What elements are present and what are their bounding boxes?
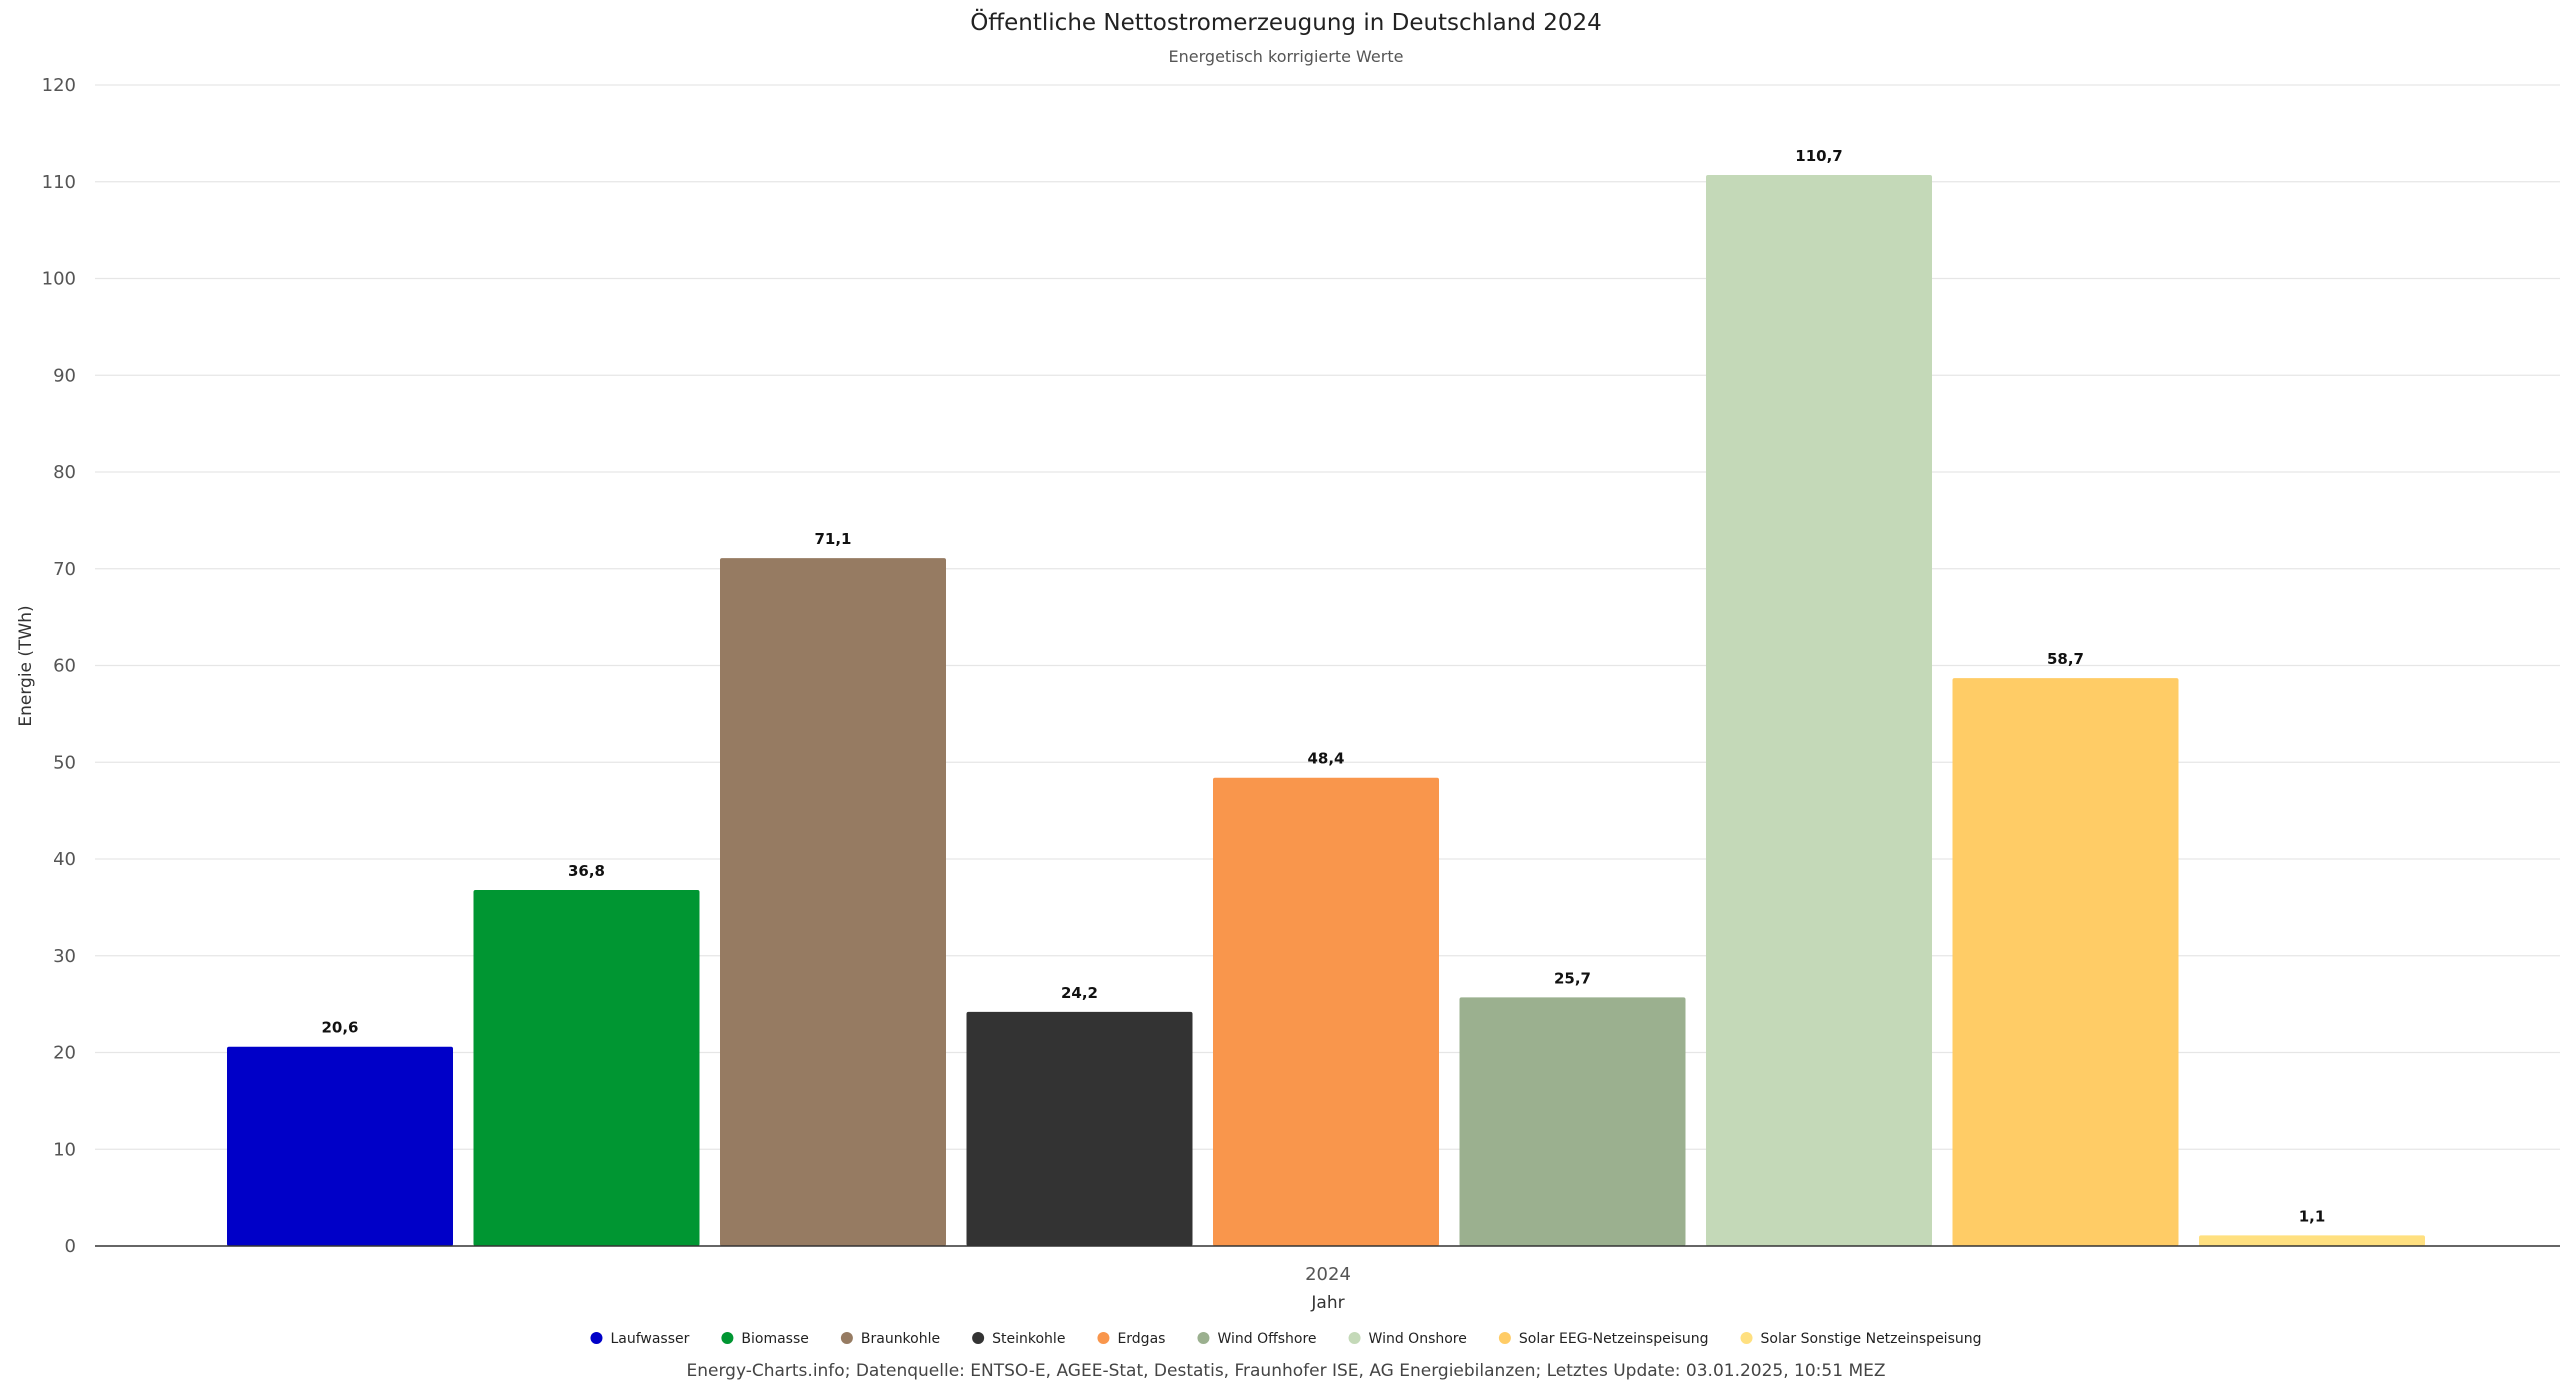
legend-item[interactable]: Wind Onshore	[1348, 1331, 1467, 1347]
data-label: 1,1	[2299, 1207, 2326, 1225]
bar-biomasse[interactable]	[473, 889, 700, 1246]
legend-item[interactable]: Steinkohle	[972, 1331, 1065, 1347]
y-tick-label: 40	[53, 849, 76, 870]
data-label: 36,8	[568, 862, 605, 880]
y-tick-label: 0	[65, 1236, 76, 1257]
legend-item[interactable]: Wind Offshore	[1197, 1331, 1317, 1347]
y-tick-label: 100	[42, 269, 76, 290]
bar-erdgas[interactable]	[1213, 777, 1439, 1246]
legend-item[interactable]: Laufwasser	[590, 1331, 690, 1347]
legend-marker	[1097, 1332, 1110, 1344]
bar-steinkohle[interactable]	[966, 1011, 1193, 1246]
legend-label: Solar Sonstige Netzeinspeisung	[1761, 1331, 1982, 1347]
legend-label: Wind Onshore	[1369, 1331, 1467, 1347]
legend-marker	[1498, 1332, 1511, 1344]
legend-label: Wind Offshore	[1217, 1331, 1316, 1347]
bar-solar-sonstige-netzeinspeisung[interactable]	[2199, 1235, 2425, 1246]
y-tick-label: 80	[53, 462, 76, 483]
legend-label: Solar EEG-Netzeinspeisung	[1519, 1331, 1709, 1347]
data-label: 48,4	[1307, 750, 1344, 768]
y-tick-label: 10	[53, 1139, 76, 1160]
bar-wind-offshore[interactable]	[1459, 997, 1686, 1246]
legend-item[interactable]: Solar EEG-Netzeinspeisung	[1498, 1331, 1709, 1347]
bar-laufwasser[interactable]	[227, 1046, 453, 1246]
y-tick-label: 20	[53, 1043, 76, 1064]
legend: Laufwasser Biomasse Braunkohle Steinkohle Er…	[590, 1331, 1982, 1347]
legend-marker	[1197, 1332, 1210, 1344]
legend-label: Laufwasser	[610, 1331, 689, 1347]
data-label: 25,7	[1554, 969, 1591, 987]
legend-item[interactable]: Braunkohle	[840, 1331, 940, 1347]
y-axis-ticks: 0 10 20 30 40 50 60 70 80 90 100 110 120	[42, 75, 76, 1257]
legend-marker	[721, 1332, 734, 1344]
legend-item[interactable]: Erdgas	[1097, 1331, 1165, 1347]
credits-text[interactable]: Energy-Charts.info; Datenquelle: ENTSO-E…	[686, 1361, 1885, 1381]
y-tick-label: 60	[53, 656, 76, 677]
legend-marker	[1740, 1332, 1753, 1344]
data-labels: 20,6 36,8 71,1 24,2 48,4 25,7 110,7 58,7 1,1	[321, 147, 2325, 1225]
legend-label: Biomasse	[741, 1331, 808, 1347]
data-label: 58,7	[2047, 650, 2084, 668]
bar-solar-eeg-netzeinspeisung[interactable]	[1952, 678, 2179, 1246]
y-tick-label: 70	[53, 559, 76, 580]
bar-braunkohle[interactable]	[720, 558, 946, 1246]
legend-marker	[1348, 1332, 1361, 1344]
legend-item[interactable]: Biomasse	[721, 1331, 809, 1347]
legend-marker	[840, 1332, 853, 1344]
y-axis-title: Energie (TWh)	[16, 605, 36, 726]
legend-item[interactable]: Solar Sonstige Netzeinspeisung	[1740, 1331, 1982, 1347]
data-label: 20,6	[321, 1019, 358, 1037]
bar-wind-onshore[interactable]	[1706, 174, 1932, 1246]
y-tick-label: 30	[53, 946, 76, 967]
y-tick-label: 120	[42, 75, 76, 96]
y-tick-label: 110	[42, 172, 76, 193]
x-tick-label: 2024	[1305, 1264, 1351, 1285]
legend-marker	[972, 1332, 985, 1344]
chart-subtitle: Energetisch korrigierte Werte	[1169, 47, 1404, 66]
data-label: 110,7	[1795, 147, 1842, 165]
legend-label: Erdgas	[1117, 1331, 1165, 1347]
bars	[227, 174, 2425, 1246]
chart-title: Öffentliche Nettostromerzeugung in Deuts…	[970, 8, 1602, 36]
data-label: 71,1	[814, 530, 851, 548]
legend-marker	[590, 1332, 603, 1344]
y-tick-label: 90	[53, 365, 76, 386]
x-axis-title: Jahr	[1310, 1293, 1344, 1313]
legend-label: Braunkohle	[861, 1331, 940, 1347]
legend-label: Steinkohle	[992, 1331, 1065, 1347]
data-label: 24,2	[1061, 984, 1098, 1002]
y-tick-label: 50	[53, 752, 76, 773]
